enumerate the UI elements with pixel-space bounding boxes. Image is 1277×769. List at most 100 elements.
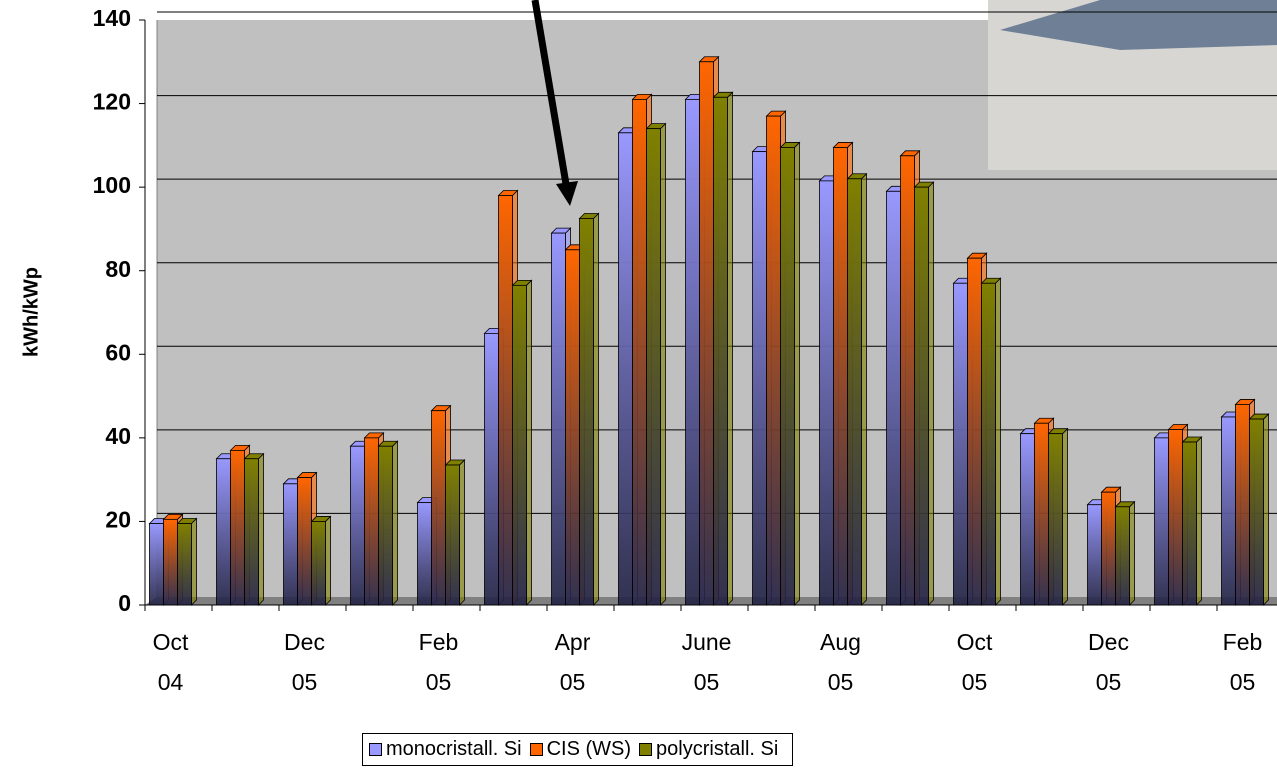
bar [1249,418,1264,606]
bar [1221,416,1236,606]
arrow-head [556,181,578,206]
bar-side [459,459,465,606]
bar-side [325,515,331,606]
bar [378,445,393,606]
bar [685,98,700,606]
bar [364,437,379,606]
bar-side [1196,436,1202,606]
arrow [531,0,571,191]
bar [618,132,633,606]
bar [1048,433,1063,606]
y-tick-label: 60 [105,339,131,365]
legend-swatch [639,743,653,756]
bar [512,284,527,606]
bar [886,190,901,606]
legend-item: polycristall. Si [639,738,778,761]
bar [833,147,848,606]
bar-side [1129,500,1135,606]
x-tick-label: Dec 05 [1088,629,1129,695]
bar [216,458,231,606]
x-tick-label: Oct 05 [956,629,993,695]
bar [713,96,728,606]
bar-side [258,452,264,606]
bar [163,518,178,606]
bar [699,61,714,606]
bar [632,98,647,606]
x-tick-label: Feb 05 [418,629,459,695]
bar-side [526,279,532,606]
y-tick-label: 20 [105,507,131,533]
bar [579,218,594,606]
y-tick-label: 140 [93,5,131,31]
bar-side [191,517,197,606]
bar [780,147,795,606]
bar [1115,506,1130,606]
legend-label: CIS (WS) [546,738,632,760]
legend-label: monocristall. Si [386,738,522,760]
bar [177,523,192,606]
y-tick-label: 100 [93,172,131,198]
legend-item: CIS (WS) [529,738,632,761]
bar [244,458,259,606]
y-tick-label: 80 [105,256,131,282]
bar [283,483,298,606]
bar-side [727,91,733,606]
legend: monocristall. Si CIS (WS) polycristall. Si [362,733,794,766]
bar [967,257,982,606]
bar [1154,437,1169,606]
legend-swatch [369,743,382,756]
bar [498,195,513,606]
bar [819,180,834,606]
bar [1020,433,1035,606]
bar [1182,441,1197,606]
bar [551,232,566,606]
bar [417,502,432,606]
bar [350,445,365,606]
bar-side [995,277,1001,606]
legend-swatch [529,743,543,756]
bar [981,282,996,606]
y-tick-label: 120 [93,89,131,115]
bar-side [1263,413,1269,606]
bar [1034,422,1049,606]
bar-side [928,181,934,606]
x-tick-label: Oct 04 [152,629,189,695]
legend-label: polycristall. Si [656,738,779,760]
x-tick-label: Dec 05 [284,629,325,695]
bar [311,521,326,606]
bar [445,464,460,606]
bar [752,151,767,606]
bar [297,477,312,606]
y-axis-label: kWh/kWp [20,267,42,357]
x-tick-label: June 05 [681,629,732,695]
y-tick-label: 0 [118,590,131,616]
y-tick-label: 40 [105,423,131,449]
bar-side [593,212,599,606]
bar [914,186,929,606]
bar-side [1062,427,1068,606]
bar [1087,504,1102,606]
x-tick-label: Aug 05 [820,629,861,695]
bar [484,332,499,606]
x-tick-label: Feb 05 [1222,629,1263,695]
bar-side [861,172,867,606]
x-tick-label: Apr 05 [554,629,591,695]
bar [565,249,580,606]
bar [1101,491,1116,606]
bar [953,282,968,606]
legend-item: monocristall. Si [369,738,522,761]
bar [431,410,446,606]
bar [1168,429,1183,606]
bar [149,523,164,606]
bar [230,449,245,606]
bar-side [794,141,800,606]
bar [766,115,781,606]
bar [900,155,915,606]
bar [1235,404,1250,606]
bar-side [660,122,666,606]
bar [646,128,661,606]
bar-side [392,440,398,606]
bar [847,178,862,606]
